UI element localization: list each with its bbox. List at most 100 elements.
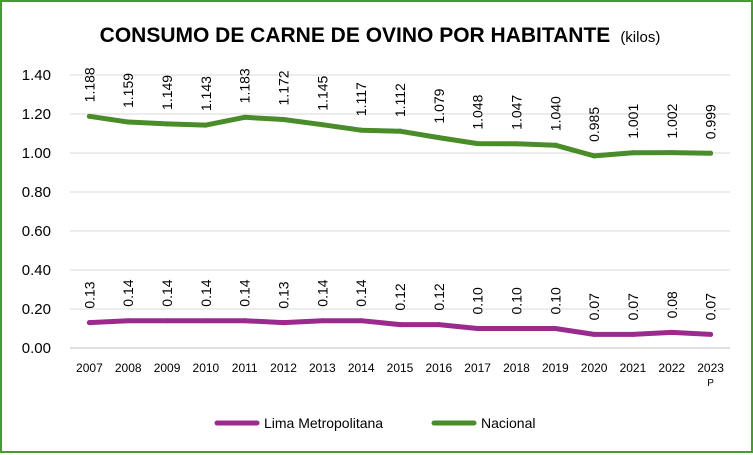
legend-label: Lima Metropolitana [264,415,383,431]
x-tick-note: P [707,378,714,389]
data-label: 0.12 [392,283,408,310]
x-tick-label: 2021 [620,361,647,375]
series-layer [86,113,714,337]
data-point [475,326,481,331]
data-label: 1.143 [198,76,214,111]
data-point [708,331,714,337]
data-point [475,141,481,147]
data-point [630,331,636,337]
data-label: 1.183 [237,68,253,103]
x-tick-label: 2020 [581,361,608,375]
data-point [591,153,597,159]
y-tick-label: 0.20 [22,301,51,318]
data-point [203,122,209,128]
data-point [552,142,558,148]
data-point [242,318,248,324]
data-label: 1.047 [508,95,524,130]
y-axis: 0.00 0.20 0.40 0.60 0.80 1.00 1.20 1.40 [22,67,51,357]
y-tick-label: 0.00 [22,340,51,357]
data-label: 1.001 [625,104,641,139]
data-label: 0.14 [237,279,253,306]
y-tick-label: 0.60 [22,223,51,240]
data-label: 1.112 [392,83,408,117]
data-label: 1.040 [547,96,563,131]
chart-title-unit: (kilos) [620,29,660,46]
data-point [164,318,170,324]
x-tick-label: 2007 [76,361,103,375]
data-label: 1.188 [81,67,97,102]
legend-label: Nacional [481,415,535,431]
y-tick-label: 1.40 [22,67,51,84]
x-tick-label: 2022 [658,361,685,375]
x-tick-label: 2015 [387,361,414,375]
x-tick-label: 2013 [309,361,336,375]
data-label: 1.048 [470,94,486,129]
data-point [125,119,131,125]
data-point [319,122,325,128]
data-label: 0.985 [586,107,602,142]
data-point [669,329,675,335]
data-point [708,150,714,156]
y-tick-label: 1.00 [22,145,51,162]
x-tick-label: 2010 [193,361,220,375]
data-point [86,113,92,119]
data-label: 1.172 [276,70,292,105]
data-label: 0.07 [703,293,719,320]
data-label: 0.10 [508,287,524,314]
x-tick-label: 2012 [270,361,297,375]
data-point [358,318,364,324]
data-point [513,326,519,331]
data-point [669,150,675,156]
data-label: 1.079 [431,88,447,123]
x-tick-label: 2014 [348,361,375,375]
data-label: 0.13 [81,281,97,308]
data-point [552,326,558,331]
y-tick-label: 0.40 [22,262,51,279]
data-point [281,320,287,326]
data-point [242,114,248,120]
x-tick-label: 2018 [503,361,530,375]
data-point [591,331,597,337]
data-label: 1.159 [120,73,136,108]
data-point [358,127,364,133]
data-point [397,322,403,328]
data-point [436,322,442,328]
data-label: 0.10 [470,287,486,314]
data-label: 0.999 [703,104,719,139]
data-point [125,318,131,324]
data-label: 0.14 [159,279,175,306]
data-label: 1.149 [159,75,175,110]
x-tick-label: 2009 [154,361,181,375]
x-tick-label: 2023 [697,361,724,375]
legend: Lima Metropolitana Nacional [214,415,535,431]
y-tick-label: 0.80 [22,184,51,201]
data-label: 1.117 [353,82,369,116]
data-label: 0.14 [353,279,369,306]
chart-title: CONSUMO DE CARNE DE OVINO POR HABITANTE … [100,24,661,47]
data-label: 0.10 [547,287,563,314]
data-label: 0.07 [586,293,602,320]
x-tick-label: 2008 [115,361,142,375]
data-label: 0.12 [431,283,447,310]
data-point [397,128,403,134]
data-point [630,150,636,156]
data-labels: 0.13 0.14 0.14 0.14 0.14 0.13 0.14 0.14 0.12 0.12… [81,67,718,320]
data-label: 0.14 [120,279,136,306]
series-line-1 [86,113,714,159]
data-label: 0.14 [314,279,330,306]
data-label: 0.07 [625,293,641,320]
x-tick-label: 2019 [542,361,569,375]
data-label: 0.13 [276,281,292,308]
data-point [319,318,325,324]
data-label: 1.145 [314,75,330,110]
data-label: 0.14 [198,279,214,306]
y-tick-label: 1.20 [22,106,51,123]
chart-title-main: CONSUMO DE CARNE DE OVINO POR HABITANTE [100,24,611,47]
x-tick-label: 2017 [464,361,491,375]
data-label: 0.08 [664,291,680,318]
x-tick-label: 2011 [232,361,258,375]
data-point [164,121,170,127]
x-axis: 2007 2008 2009 2010 2011 2012 2013 2014 2015 2016… [76,361,724,389]
